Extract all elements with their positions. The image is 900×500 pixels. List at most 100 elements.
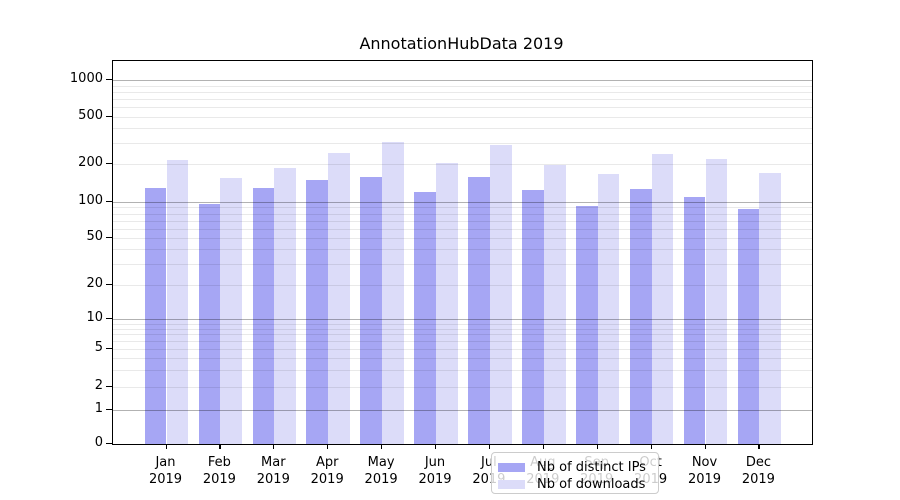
x-tick-month: Nov [691,455,718,470]
bar-distinct-ips-nov [683,196,706,444]
x-tick-mark [165,444,167,449]
y-tick-mark [106,163,112,165]
x-tick-year: 2019 [687,472,722,487]
y-tick-label: 2 [94,378,103,393]
minor-gridline [113,328,812,330]
x-tick-label: May 2019 [349,454,413,488]
minor-gridline [113,387,812,388]
x-tick-mark [327,444,329,449]
y-tick-mark [106,116,112,118]
major-gridline [113,319,812,320]
bar-distinct-ips-dec [737,209,760,444]
y-tick-mark [106,201,112,203]
x-tick-mark [488,444,491,449]
y-tick-mark [106,443,112,445]
bar-downloads-apr [328,152,350,444]
minor-gridline [113,334,812,336]
minor-gridline [113,117,812,118]
x-tick-mark [758,444,760,449]
minor-gridline [113,143,812,145]
y-tick-label: 200 [78,155,103,170]
bar-downloads-jul [489,144,512,444]
minor-gridline [113,358,812,360]
x-tick-month: May [367,455,395,470]
y-tick-label: 1000 [69,71,103,86]
minor-gridline [113,213,812,215]
y-tick-mark [106,237,112,239]
legend-swatch-downloads [498,479,525,489]
y-tick-label: 5 [94,340,103,355]
y-tick-label: 100 [78,193,103,208]
x-tick-label: Feb 2019 [187,454,251,488]
minor-gridline [113,323,812,325]
x-tick-month: Mar [261,455,286,470]
bar-distinct-ips-mar [252,187,275,444]
bar-downloads-feb [220,177,243,444]
x-tick-mark [381,444,383,449]
y-tick-label: 20 [86,276,103,291]
x-tick-month: Jan [155,455,176,470]
x-tick-mark [704,444,706,449]
chart-title: AnnotationHubData 2019 [359,34,564,53]
minor-gridline [113,99,812,101]
y-tick-mark [106,386,112,388]
minor-gridline [113,220,812,222]
bar-distinct-ips-feb [198,203,221,444]
major-gridline [113,80,812,81]
bar-downloads-nov [705,158,728,444]
x-tick-year: 2019 [741,472,775,487]
bar-distinct-ips-jun [414,192,436,444]
bar-distinct-ips-sep [575,206,598,444]
y-tick-mark [106,409,112,411]
bar-downloads-dec [759,172,782,444]
x-tick-mark [650,444,652,449]
minor-gridline [113,164,812,165]
x-tick-year: 2019 [148,472,183,487]
bar-distinct-ips-jan [144,187,167,444]
legend: Nb of distinct IPs Nb of downloads [491,452,659,494]
legend-item-downloads: Nb of downloads [498,476,650,492]
x-tick-year: 2019 [256,472,290,487]
minor-gridline [113,207,812,209]
y-tick-mark [106,318,112,320]
y-tick-label: 10 [86,310,103,325]
x-tick-label: Mar 2019 [241,454,305,488]
y-tick-mark [106,348,112,350]
minor-gridline [113,128,812,130]
minor-gridline [113,228,812,230]
bar-distinct-ips-may [360,176,383,444]
bar-downloads-aug [543,164,566,444]
bar-downloads-sep [597,173,620,444]
legend-label-distinct-ips: Nb of distinct IPs [537,459,646,475]
legend-label-downloads: Nb of downloads [537,476,646,492]
minor-gridline [113,85,812,87]
minor-gridline [113,285,812,286]
x-tick-month: Apr [315,455,339,470]
x-tick-label: Nov 2019 [673,454,737,488]
x-tick-month: Feb [207,455,231,470]
major-gridline [113,202,812,203]
bar-distinct-ips-apr [306,180,329,444]
major-gridline [113,410,812,411]
minor-gridline [113,264,812,266]
x-tick-label: Dec 2019 [726,454,790,488]
x-tick-month: Jun [424,455,446,470]
minor-gridline [113,238,812,239]
x-tick-label: Jan 2019 [134,454,198,488]
plot-area: Nb of distinct IPs Nb of downloads [112,60,813,494]
x-tick-label: Jun 2019 [403,454,467,488]
x-tick-mark [596,444,598,449]
minor-gridline [113,370,812,372]
bar-downloads-may [382,142,404,444]
bar-downloads-jan [166,160,189,444]
x-tick-year: 2019 [418,472,452,487]
bar-downloads-mar [274,168,297,444]
legend-item-distinct-ips: Nb of distinct IPs [498,459,650,475]
x-tick-label: Apr 2019 [295,454,359,488]
bar-distinct-ips-oct [629,189,652,444]
bar-downloads-jun [436,163,458,444]
y-tick-label: 1 [94,401,103,416]
x-tick-mark [273,444,275,449]
bar-distinct-ips-aug [522,190,544,444]
